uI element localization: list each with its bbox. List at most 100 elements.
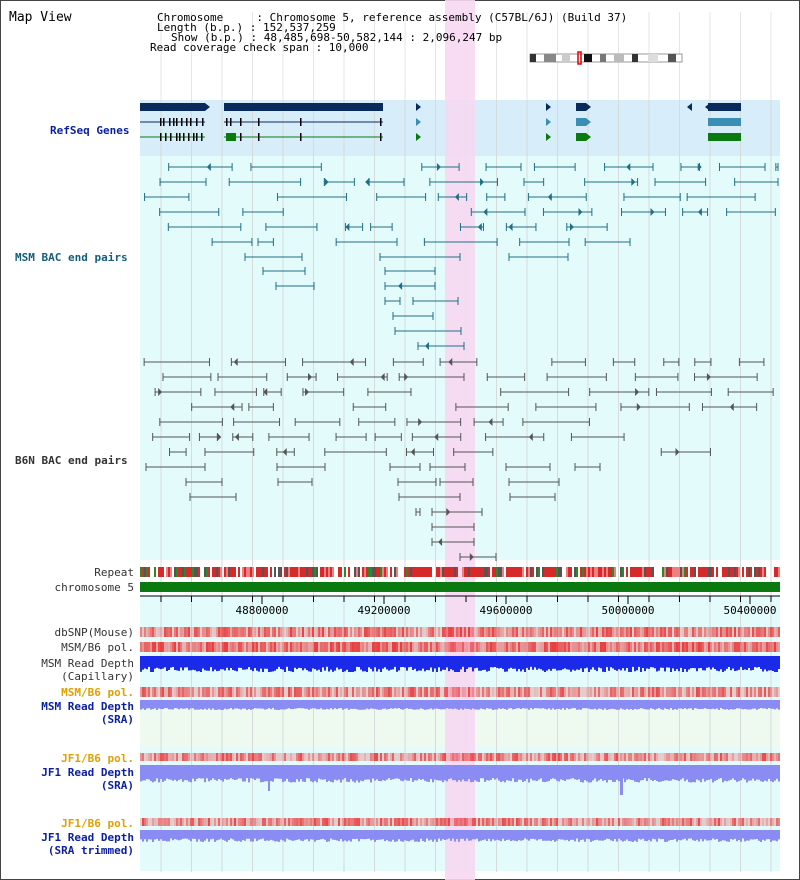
heat-cell — [406, 753, 408, 761]
depth-bar — [440, 700, 442, 710]
depth-bar — [446, 830, 448, 840]
depth-bar — [248, 765, 250, 783]
depth-bar — [228, 765, 230, 780]
depth-bar — [306, 700, 308, 709]
depth-bar — [174, 656, 176, 670]
depth-bar — [696, 656, 698, 672]
heat-cell — [632, 627, 634, 637]
heat-cell — [510, 642, 512, 652]
heat-cell — [726, 627, 728, 637]
depth-bar — [352, 700, 354, 709]
heat-cell — [328, 627, 330, 637]
heat-cell — [174, 753, 176, 761]
depth-bar — [646, 656, 648, 669]
depth-bar — [598, 830, 600, 841]
depth-bar — [710, 656, 712, 670]
heat-cell — [452, 753, 454, 761]
heat-cell — [442, 818, 444, 826]
heat-cell — [530, 627, 532, 637]
depth-bar — [266, 830, 268, 841]
heat-cell — [622, 642, 624, 652]
heat-cell — [156, 642, 158, 652]
heat-cell — [166, 687, 168, 697]
heat-cell — [598, 627, 600, 637]
depth-bar — [176, 765, 178, 782]
track-label-msm-bac[interactable]: MSM BAC end pairs — [15, 251, 128, 264]
heat-cell — [482, 687, 484, 697]
heat-cell — [230, 687, 232, 697]
heat-cell — [316, 642, 318, 652]
heat-cell — [306, 753, 308, 761]
heat-cell — [658, 753, 660, 761]
depth-bar — [272, 700, 274, 708]
depth-bar — [498, 765, 500, 781]
heat-cell — [582, 687, 584, 697]
depth-bar — [424, 765, 426, 781]
repeat-mark — [424, 567, 426, 577]
heat-cell — [450, 642, 452, 652]
heat-cell — [504, 687, 506, 697]
depth-bar — [176, 656, 178, 671]
heat-cell — [452, 687, 454, 697]
heat-cell — [640, 687, 642, 697]
repeat-mark — [526, 567, 528, 577]
depth-bar — [158, 656, 160, 669]
heat-cell — [320, 642, 322, 652]
heat-cell — [722, 753, 724, 761]
depth-bar — [554, 830, 556, 842]
heat-cell — [190, 642, 192, 652]
heat-cell — [546, 818, 548, 826]
ideogram-band — [544, 54, 556, 62]
depth-bar — [454, 830, 456, 842]
repeat-mark — [300, 567, 302, 577]
bac-arrow — [282, 448, 287, 456]
depth-bar — [358, 700, 360, 710]
depth-bar — [204, 700, 206, 709]
depth-bar — [750, 830, 752, 840]
heat-cell — [562, 753, 564, 761]
heat-cell — [258, 627, 260, 637]
depth-bar — [624, 830, 626, 841]
heat-cell — [756, 687, 758, 697]
depth-bar — [580, 765, 582, 783]
heat-cell — [666, 753, 668, 761]
depth-bar — [650, 765, 652, 780]
depth-bar — [754, 765, 756, 781]
heat-cell — [342, 627, 344, 637]
track-label-refseq-genes[interactable]: RefSeq Genes — [50, 124, 130, 137]
depth-bar — [238, 765, 240, 779]
depth-bar — [388, 830, 390, 842]
depth-bar — [618, 656, 620, 670]
heat-cell — [618, 687, 620, 697]
depth-bar — [268, 656, 270, 672]
repeat-mark — [670, 567, 672, 577]
heat-cell — [696, 818, 698, 826]
depth-bar — [596, 656, 598, 672]
heat-cell — [776, 687, 778, 697]
heat-cell — [666, 818, 668, 826]
heat-cell — [300, 687, 302, 697]
heat-cell — [304, 627, 306, 637]
depth-bar — [168, 656, 170, 670]
heat-cell — [182, 753, 184, 761]
heat-cell — [404, 627, 406, 637]
depth-bar — [766, 830, 768, 840]
heat-cell — [238, 753, 240, 761]
heat-cell — [158, 687, 160, 697]
heat-cell — [724, 642, 726, 652]
depth-bar — [550, 700, 552, 710]
heat-cell — [348, 818, 350, 826]
heat-cell — [372, 627, 374, 637]
depth-bar — [376, 830, 378, 840]
repeat-mark — [420, 567, 422, 577]
heat-cell — [278, 687, 280, 697]
depth-bar — [650, 700, 652, 709]
heat-cell — [602, 687, 604, 697]
heat-cell — [140, 642, 142, 652]
depth-bar — [522, 765, 524, 782]
depth-bar — [730, 765, 732, 780]
track-label-b6n-bac[interactable]: B6N BAC end pairs — [15, 454, 128, 467]
depth-bar — [718, 765, 720, 779]
depth-bar — [576, 830, 578, 839]
